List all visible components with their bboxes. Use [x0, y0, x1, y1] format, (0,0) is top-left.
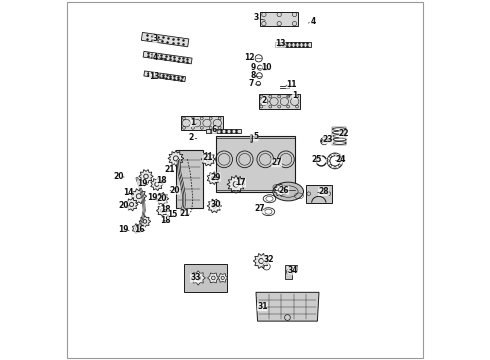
- Text: 16: 16: [135, 225, 145, 234]
- Polygon shape: [227, 175, 245, 193]
- Polygon shape: [144, 71, 186, 82]
- Text: 12: 12: [244, 53, 255, 62]
- Text: 4: 4: [311, 17, 316, 26]
- Text: 19: 19: [119, 225, 129, 234]
- Polygon shape: [285, 265, 297, 279]
- Polygon shape: [218, 274, 228, 282]
- Text: 30: 30: [210, 200, 221, 209]
- Text: 13: 13: [149, 72, 160, 81]
- Text: 6: 6: [212, 125, 217, 134]
- Text: 9: 9: [250, 63, 256, 72]
- Polygon shape: [253, 253, 269, 269]
- Text: 2: 2: [262, 96, 267, 105]
- Bar: [216, 136, 295, 192]
- Bar: [306, 185, 332, 203]
- Polygon shape: [208, 273, 219, 283]
- Polygon shape: [207, 172, 220, 185]
- Text: 5: 5: [253, 132, 258, 141]
- Text: 3: 3: [253, 13, 258, 22]
- Text: 20: 20: [119, 201, 129, 210]
- Text: 19: 19: [137, 179, 147, 188]
- Text: 3: 3: [152, 34, 158, 43]
- Text: 23: 23: [322, 135, 333, 144]
- Text: 28: 28: [318, 187, 329, 196]
- Polygon shape: [156, 205, 168, 216]
- Polygon shape: [201, 152, 216, 166]
- Bar: [184, 264, 227, 292]
- Text: 10: 10: [261, 63, 272, 72]
- Text: 14: 14: [123, 188, 133, 197]
- Text: 26: 26: [279, 186, 289, 194]
- Text: 4: 4: [152, 53, 158, 62]
- Text: 18: 18: [160, 205, 171, 214]
- Text: 20: 20: [113, 172, 123, 181]
- Text: 27: 27: [254, 204, 265, 213]
- Text: 34: 34: [287, 266, 298, 275]
- Polygon shape: [139, 216, 151, 227]
- Polygon shape: [143, 51, 192, 64]
- Polygon shape: [168, 150, 184, 166]
- Bar: [259, 94, 300, 109]
- Polygon shape: [191, 271, 205, 285]
- Ellipse shape: [273, 182, 303, 201]
- Polygon shape: [151, 178, 163, 191]
- Polygon shape: [207, 199, 221, 213]
- Polygon shape: [275, 42, 311, 47]
- Polygon shape: [156, 192, 169, 205]
- Text: 33: 33: [190, 274, 200, 282]
- Text: 21: 21: [179, 209, 190, 217]
- Text: 15: 15: [167, 210, 177, 219]
- Polygon shape: [131, 189, 147, 204]
- Bar: [181, 116, 222, 130]
- Polygon shape: [256, 292, 319, 321]
- Polygon shape: [206, 129, 241, 133]
- Text: 1: 1: [190, 118, 196, 127]
- Text: 1: 1: [292, 91, 297, 100]
- Text: 32: 32: [263, 256, 273, 264]
- Text: 25: 25: [312, 154, 322, 163]
- Text: 24: 24: [335, 154, 345, 163]
- Text: 21: 21: [164, 165, 174, 174]
- Text: 2: 2: [188, 133, 194, 142]
- Text: 7: 7: [248, 79, 254, 88]
- Text: 29: 29: [210, 173, 221, 181]
- Text: 31: 31: [257, 302, 268, 311]
- Text: 18: 18: [160, 216, 171, 225]
- Text: 11: 11: [286, 80, 296, 89]
- Polygon shape: [141, 32, 189, 47]
- Polygon shape: [260, 12, 298, 26]
- Text: 21: 21: [202, 153, 213, 162]
- Text: 18: 18: [156, 176, 167, 185]
- Text: 13: 13: [275, 40, 286, 49]
- Polygon shape: [132, 224, 142, 234]
- Bar: [176, 150, 203, 208]
- Text: 20: 20: [156, 194, 167, 203]
- Text: 17: 17: [235, 178, 246, 187]
- Text: 8: 8: [250, 71, 256, 80]
- Polygon shape: [274, 184, 287, 197]
- Text: 27: 27: [271, 158, 282, 167]
- Polygon shape: [125, 198, 138, 211]
- Text: 19: 19: [147, 194, 157, 202]
- Text: 20: 20: [170, 186, 180, 194]
- Bar: [333, 127, 346, 145]
- Text: 22: 22: [339, 129, 349, 138]
- Polygon shape: [139, 170, 153, 183]
